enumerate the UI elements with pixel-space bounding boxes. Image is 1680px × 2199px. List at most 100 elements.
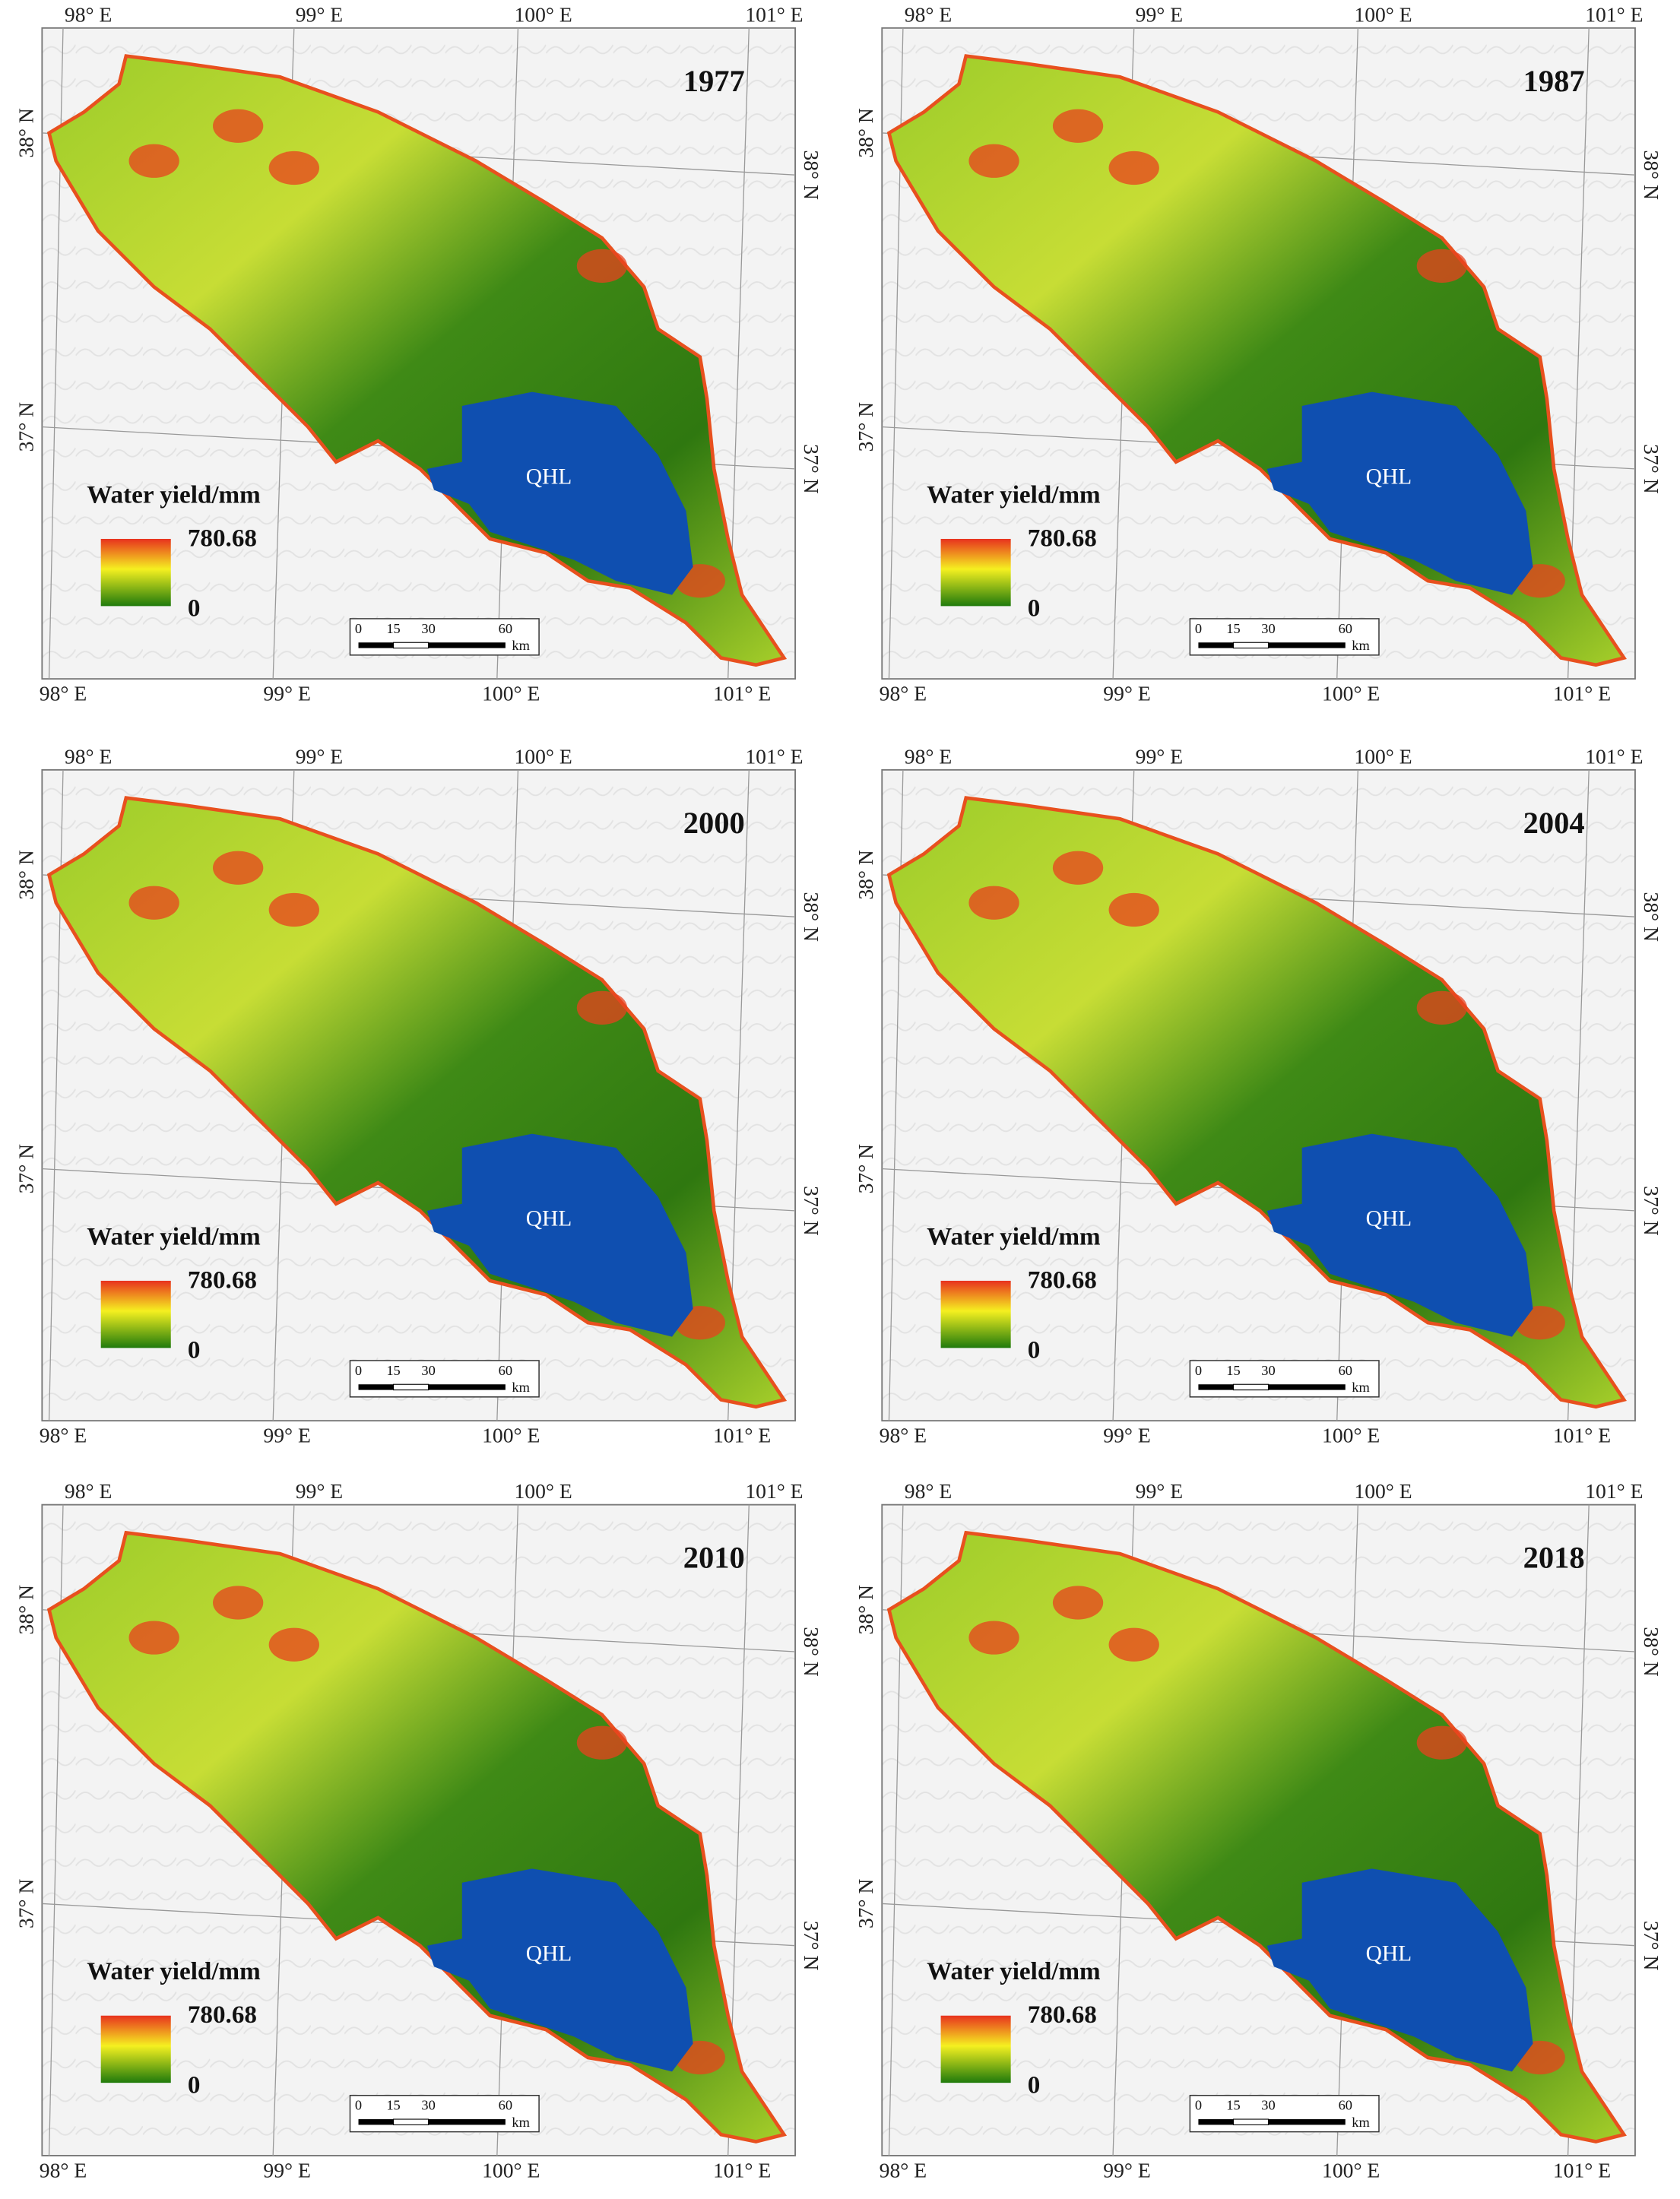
high-yield-patch [1052, 851, 1104, 885]
longitude-label: 100° E [514, 744, 572, 768]
longitude-label: 100° E [514, 1479, 572, 1503]
map-panel: 98° E 98° E 99° E 99° E 100° E 100° E 101° E 10… [854, 744, 1663, 1446]
high-yield-patch [968, 1621, 1019, 1655]
latitude-label: 37° N [800, 1186, 823, 1236]
panel-year: 1987 [1523, 64, 1585, 98]
high-yield-patch [268, 1627, 319, 1662]
longitude-label: 99° E [263, 682, 310, 705]
longitude-label: 101° E [745, 1479, 803, 1503]
high-yield-patch [268, 892, 319, 927]
scale-unit: km [512, 638, 530, 653]
scale-seg [393, 1383, 430, 1391]
longitude-label: 99° E [263, 2158, 310, 2182]
high-yield-patch [1108, 892, 1159, 927]
longitude-label: 101° E [1585, 1479, 1643, 1503]
high-yield-patch [1052, 109, 1104, 143]
lake [426, 1133, 693, 1337]
scale-tick-label: 0 [355, 1363, 362, 1378]
legend-title: Water yield/mm [927, 1222, 1101, 1250]
legend-title: Water yield/mm [87, 480, 261, 509]
scale-tick-label: 30 [1261, 621, 1275, 636]
scale-tick-label: 0 [1195, 1363, 1202, 1378]
legend-min: 0 [188, 1336, 201, 1364]
longitude-label: 101° E [1553, 2158, 1611, 2182]
longitude-label: 99° E [296, 1479, 343, 1503]
longitude-label: 101° E [713, 682, 771, 705]
legend-min: 0 [1028, 1336, 1041, 1364]
longitude-label: 100° E [1354, 2, 1412, 26]
scale-tick-label: 60 [499, 1363, 512, 1378]
high-yield-patch [1416, 1725, 1467, 1760]
legend-ramp [940, 2015, 1011, 2083]
high-yield-patch [268, 151, 319, 185]
scale-box [1189, 2094, 1380, 2133]
scale-tick-label: 30 [421, 2098, 435, 2113]
legend-max: 780.68 [1028, 2001, 1097, 2029]
lake-label: QHL [526, 1207, 572, 1231]
scale-tick-label: 0 [1195, 2098, 1202, 2113]
longitude-label: 99° E [1136, 2, 1183, 26]
longitude-label: 101° E [1585, 2, 1643, 26]
latitude-label: 38° N [14, 850, 37, 900]
scale-seg [1198, 2119, 1234, 2125]
longitude-label: 99° E [296, 2, 343, 26]
longitude-label: 100° E [1322, 682, 1380, 705]
lake [426, 391, 693, 595]
scale-tick-label: 0 [1195, 621, 1202, 636]
legend-min: 0 [188, 2071, 201, 2099]
legend-title: Water yield/mm [927, 480, 1101, 509]
lake-label: QHL [1366, 465, 1412, 490]
scale-tick-label: 15 [386, 2098, 400, 2113]
longitude-label: 98° E [40, 1424, 87, 1447]
scale-tick-label: 60 [1339, 1363, 1352, 1378]
longitude-label: 101° E [1553, 1424, 1611, 1447]
legend-max: 780.68 [188, 1266, 257, 1294]
scale-tick-label: 15 [1226, 1363, 1240, 1378]
lake-label: QHL [526, 465, 572, 490]
longitude-label: 98° E [880, 2158, 927, 2182]
lake-label: QHL [1366, 1941, 1412, 1966]
high-yield-patch [968, 144, 1019, 178]
latitude-label: 37° N [14, 402, 37, 452]
longitude-label: 101° E [713, 2158, 771, 2182]
map-panel: 98° E 98° E 99° E 99° E 100° E 100° E 101° E 10… [854, 2, 1663, 705]
latitude-label: 38° N [1640, 1627, 1663, 1677]
longitude-label: 98° E [40, 2158, 87, 2182]
longitude-label: 100° E [1322, 1424, 1380, 1447]
latitude-label: 37° N [800, 444, 823, 494]
lake-label: QHL [526, 1941, 572, 1966]
map-panel: 98° E 98° E 99° E 99° E 100° E 100° E 101° E 10… [14, 744, 823, 1446]
lake [1266, 1133, 1533, 1337]
longitude-label: 98° E [40, 682, 87, 705]
high-yield-patch [576, 249, 628, 283]
scale-tick-label: 30 [421, 1363, 435, 1378]
scale-seg [428, 2119, 506, 2125]
high-yield-patch [1416, 990, 1467, 1025]
latitude-label: 37° N [14, 1879, 37, 1929]
scale-tick-label: 30 [1261, 2098, 1275, 2113]
scale-seg [428, 1384, 506, 1390]
legend-max: 780.68 [1028, 524, 1097, 552]
scale-seg [1232, 1383, 1270, 1391]
longitude-label: 100° E [514, 2, 572, 26]
legend-ramp [100, 2015, 171, 2083]
high-yield-patch [213, 109, 264, 143]
map-panel: 98° E 98° E 99° E 99° E 100° E 100° E 101° E 10… [854, 1479, 1663, 2182]
legend-ramp [940, 1280, 1011, 1348]
latitude-label: 38° N [14, 1585, 37, 1635]
scale-tick-label: 30 [421, 621, 435, 636]
scale-seg [358, 642, 394, 648]
scale-tick-label: 60 [1339, 621, 1352, 636]
longitude-label: 99° E [1103, 1424, 1150, 1447]
scale-unit: km [512, 2115, 530, 2130]
latitude-label: 37° N [1640, 1921, 1663, 1971]
high-yield-patch [1108, 1627, 1159, 1662]
longitude-label: 99° E [296, 744, 343, 768]
scale-seg [1232, 2118, 1270, 2125]
